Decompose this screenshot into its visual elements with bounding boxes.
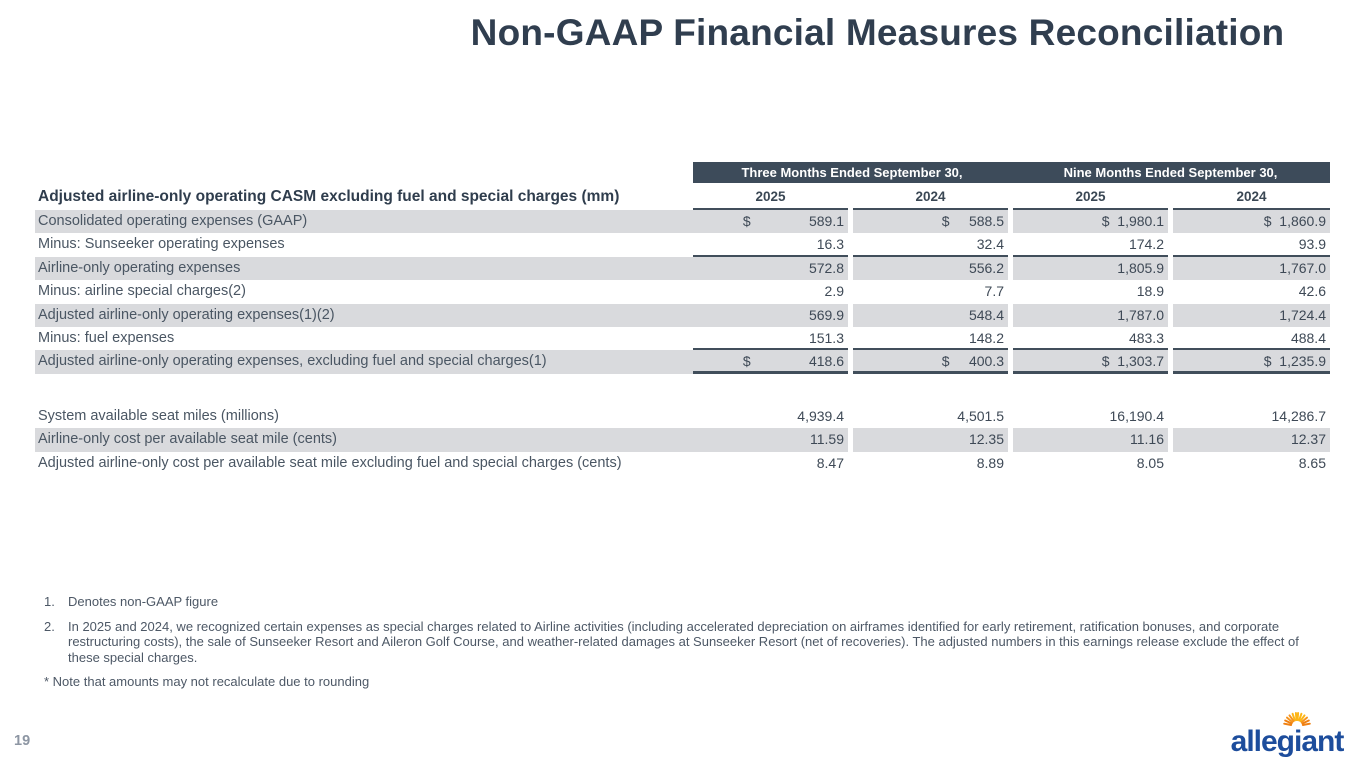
footnote-text: Denotes non-GAAP figure [68,594,219,609]
year-header-row: Adjusted airline-only operating CASM exc… [35,183,1330,210]
row-label: Minus: airline special charges(2) [38,283,246,300]
table-row: Adjusted airline-only operating expenses… [35,303,1330,327]
footnote-text: In 2025 and 2024, we recognized certain … [68,618,1299,665]
row-value: $ 1,980.1 [1013,210,1168,234]
row-value: 483.3 [1013,327,1168,351]
row-value: 1,787.0 [1013,303,1168,327]
row-value: 151.3 [693,327,848,351]
row-value: 572.8 [693,256,848,281]
table-row: Minus: fuel expenses 151.3 148.2 483.3 4… [35,327,1330,351]
row-value: 32.4 [853,233,1008,257]
table-row: System available seat miles (millions) 4… [35,405,1330,428]
row-value: 8.47 [816,454,844,471]
row-label: System available seat miles (millions) [38,407,279,424]
row-value: 8.65 [1298,454,1326,471]
footnote-number: 2. [44,618,55,634]
reconciliation-table: Three Months Ended September 30, Nine Mo… [35,162,1330,475]
allegiant-logo: allegiant [1224,701,1350,763]
row-label: Airline-only cost per available seat mil… [35,428,693,452]
footnote-1: 1. Denotes non-GAAP figure [44,594,1329,610]
row-value: 18.9 [1136,283,1164,300]
footnote-2: 2. In 2025 and 2024, we recognized certa… [44,619,1329,666]
row-value: 7.7 [984,283,1004,300]
year-header: 2024 [853,183,1008,210]
row-value: $ 589.1 [693,210,848,234]
row-value: 4,501.5 [957,407,1004,424]
allegiant-sunburst-icon [1283,712,1311,726]
row-label: Consolidated operating expenses (GAAP) [35,210,693,234]
row-value: 11.59 [693,428,848,452]
row-label: Minus: Sunseeker operating expenses [38,236,285,253]
row-value: 12.37 [1173,428,1330,452]
row-value: 174.2 [1013,233,1168,257]
table-row: Airline-only operating expenses 572.8 55… [35,256,1330,281]
row-value: 1,767.0 [1173,256,1330,281]
row-value: 16.3 [693,233,848,257]
row-value: 14,286.7 [1271,407,1327,424]
allegiant-wordmark: allegiant [1230,725,1345,758]
rounding-note: * Note that amounts may not recalculate … [44,674,370,689]
table-section-title: Adjusted airline-only operating CASM exc… [38,188,620,205]
row-label: Airline-only operating expenses [35,256,693,281]
metrics-section: System available seat miles (millions) 4… [35,405,1330,475]
row-value: $ 1,860.9 [1173,210,1330,234]
row-value: $ 400.3 [853,350,1008,374]
row-value: $ 1,303.7 [1013,350,1168,374]
row-value: 8.05 [1136,454,1164,471]
row-label: Adjusted airline-only operating expenses… [35,350,693,374]
row-value: 1,805.9 [1013,256,1168,281]
period-header-row: Three Months Ended September 30, Nine Mo… [693,162,1330,183]
row-value: 12.35 [853,428,1008,452]
year-header: 2024 [1173,183,1330,210]
row-label: Adjusted airline-only operating expenses… [35,303,693,327]
row-value: $ 418.6 [693,350,848,374]
row-value: 4,939.4 [797,407,844,424]
row-value: $ 1,235.9 [1173,350,1330,374]
row-value: 548.4 [853,303,1008,327]
footnote-number: 1. [44,594,55,609]
row-value: 16,190.4 [1109,407,1165,424]
table-total-row: Adjusted airline-only operating expenses… [35,350,1330,374]
page-number: 19 [14,733,31,749]
table-row: Adjusted airline-only cost per available… [35,452,1330,475]
row-value: 42.6 [1298,283,1326,300]
table-row: Consolidated operating expenses (GAAP) $… [35,210,1330,234]
row-value: 2.9 [824,283,844,300]
page-title: Non-GAAP Financial Measures Reconciliati… [470,12,1285,53]
row-value: 8.89 [976,454,1004,471]
row-value: 488.4 [1173,327,1330,351]
table-row: Airline-only cost per available seat mil… [35,428,1330,452]
row-label: Minus: fuel expenses [38,329,175,346]
year-header: 2025 [693,183,848,210]
table-row: Minus: airline special charges(2) 2.9 7.… [35,280,1330,303]
row-value: 93.9 [1173,233,1330,257]
table-row: Minus: Sunseeker operating expenses 16.3… [35,233,1330,257]
row-value: $ 588.5 [853,210,1008,234]
period-header-three-months: Three Months Ended September 30, [693,162,1011,183]
period-header-nine-months: Nine Months Ended September 30, [1011,162,1330,183]
footnotes: 1. Denotes non-GAAP figure 2. In 2025 an… [44,594,1329,690]
row-value: 11.16 [1013,428,1168,452]
row-label: Adjusted airline-only cost per available… [38,454,622,471]
row-value: 148.2 [853,327,1008,351]
row-value: 556.2 [853,256,1008,281]
row-value: 569.9 [693,303,848,327]
year-header: 2025 [1013,183,1168,210]
row-value: 1,724.4 [1173,303,1330,327]
